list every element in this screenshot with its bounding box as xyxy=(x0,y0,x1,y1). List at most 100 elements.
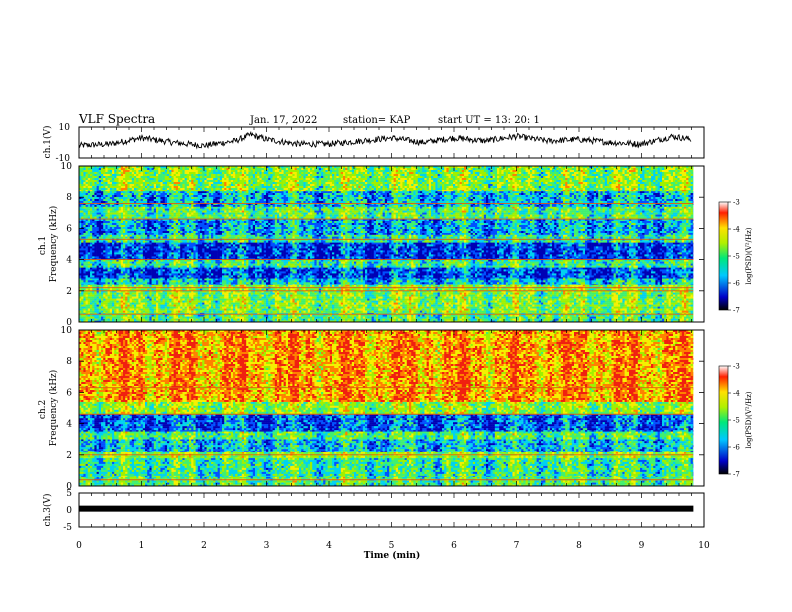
ch1-spectrogram-cell xyxy=(167,315,170,317)
ch1-spectrogram-cell xyxy=(677,301,680,303)
ch1-spectrogram-cell xyxy=(671,285,674,287)
ch1-spectrogram-cell xyxy=(358,285,361,287)
ch1-spectrogram-cell xyxy=(108,297,111,299)
ch1-spectrogram-cell xyxy=(563,319,566,321)
ch1-spectrogram-cell xyxy=(506,295,509,297)
ch1-spectrogram-cell xyxy=(508,297,511,299)
ch1-spectrogram-cell xyxy=(372,301,375,303)
ch1-spectrogram-cell xyxy=(460,317,463,319)
ch1-spectrogram-cell xyxy=(523,285,526,287)
ch1-spectrogram-cell xyxy=(636,297,639,299)
ch1-spectrogram-cell xyxy=(647,293,650,295)
ch1-spectrogram-cell xyxy=(165,317,168,319)
ch1-spectrogram-cell xyxy=(127,297,129,299)
ch1-spectrogram-cell xyxy=(592,317,595,319)
ch1-spectrogram-cell xyxy=(457,317,460,319)
ch1-spectrogram-cell xyxy=(504,293,507,295)
ch1-spectrogram-cell xyxy=(389,295,392,297)
ch1-spectrogram-cell xyxy=(471,317,474,319)
ch1-spectrogram-cell xyxy=(132,319,135,321)
ch1-spectrogram-cell xyxy=(653,299,656,301)
ch1-spectrogram-cell xyxy=(248,315,251,317)
ch1-spectrogram-cell xyxy=(510,297,513,299)
ch1-spectrogram-cell xyxy=(332,297,335,299)
ch1-spectrogram-cell xyxy=(501,297,504,299)
ch1-spectrogram-cell xyxy=(347,299,350,301)
ch1-spectrogram-cell xyxy=(127,301,129,303)
ch1-spectrogram-cell xyxy=(191,295,194,297)
ch1-spectrogram-cell xyxy=(594,301,597,303)
ch1-spectrogram-cell xyxy=(310,285,313,287)
ch1-spectrogram-cell xyxy=(682,303,685,305)
ch1-spectrogram-cell xyxy=(86,305,89,307)
ch1-spectrogram-cell xyxy=(251,295,254,297)
ch1-spectrogram-cell xyxy=(363,317,366,319)
ch1-spectrogram-cell xyxy=(372,319,375,321)
ch1-spectrogram-cell xyxy=(475,295,478,297)
ch1-spectrogram-cell xyxy=(237,285,240,287)
ch1-spectrogram-cell xyxy=(570,299,573,301)
ch1-spectrogram-cell xyxy=(515,293,518,295)
ch1-spectrogram-cell xyxy=(81,297,84,299)
ch1-spectrogram-cell xyxy=(345,297,348,299)
ch1-spectrogram-cell xyxy=(493,293,496,295)
ch1-spectrogram-cell xyxy=(325,297,328,299)
ch1-spectrogram-cell xyxy=(550,299,553,301)
ch1-spectrogram-cell xyxy=(160,293,163,295)
ch1-spectrogram-cell xyxy=(424,315,427,317)
ch1-spectrogram-cell xyxy=(400,303,403,305)
ch1-spectrogram-cell xyxy=(367,299,370,301)
ch1-spectrogram-cell xyxy=(325,315,328,317)
ch1-spectrogram-cell xyxy=(235,303,238,305)
ch1-spectrogram-cell xyxy=(325,301,328,303)
ch1-spectrogram-cell xyxy=(149,293,152,295)
ch1-spectrogram-cell xyxy=(336,297,339,299)
ch1-spectrogram-cell xyxy=(596,293,599,295)
ch1-spectrogram-cell xyxy=(495,293,498,295)
ch1-spectrogram-cell xyxy=(471,315,474,317)
ch1-spectrogram-cell xyxy=(266,301,269,303)
ch1-spectrogram-cell xyxy=(156,299,159,301)
ch1-spectrogram-cell xyxy=(295,315,298,317)
ch1-spectrogram-cell xyxy=(631,297,634,299)
ch1-spectrogram-cell xyxy=(501,293,504,295)
ch1-spectrogram-cell xyxy=(306,299,309,301)
ch1-spectrogram-cell xyxy=(253,303,256,305)
ch1-spectrogram-cell xyxy=(460,293,463,295)
ch1-spectrogram-cell xyxy=(246,303,249,305)
ch1-spectrogram-cell xyxy=(222,297,225,299)
ch1-spectrogram-cell xyxy=(218,295,221,297)
ch1-spectrogram-cell xyxy=(103,293,106,295)
ch1-spectrogram-cell xyxy=(251,297,254,299)
ch1-spectrogram-cell xyxy=(420,301,423,303)
ch1-spectrogram-cell xyxy=(413,315,416,317)
ch1-spectrogram-cell xyxy=(211,299,214,301)
ch1-spectrogram-cell xyxy=(407,295,410,297)
ch1-spectrogram-cell xyxy=(385,319,388,321)
ch1-spectrogram-cell xyxy=(607,319,610,321)
ch1-spectrogram-cell xyxy=(176,301,179,303)
ch1-spectrogram-cell xyxy=(517,295,520,297)
ch1-spectrogram-cell xyxy=(475,315,478,317)
ch1-spectrogram-cell xyxy=(457,293,460,295)
ch1-spectrogram-cell xyxy=(427,303,430,305)
ch1-spectrogram-cell xyxy=(86,301,89,303)
ch1-spectrogram-cell xyxy=(627,285,630,287)
ch1-spectrogram-cell xyxy=(94,305,97,307)
ch1-spectrogram-cell xyxy=(475,293,478,295)
ch1-spectrogram-cell xyxy=(187,285,190,287)
ch1-spectrogram-cell xyxy=(240,299,243,301)
ch1-spectrogram-cell xyxy=(521,285,524,287)
ch1-spectrogram-cell xyxy=(592,299,595,301)
ch1-spectrogram-cell xyxy=(345,285,348,287)
ch1-spectrogram-cell xyxy=(306,297,309,299)
ch1-spectrogram-cell xyxy=(512,301,515,303)
ch1-spectrogram-cell xyxy=(688,303,691,305)
ch1-spectrogram-cell xyxy=(134,319,137,321)
ch1-spectrogram-cell xyxy=(418,285,421,287)
ch1-spectrogram-cell xyxy=(653,315,656,317)
ch1-spectrogram-cell xyxy=(402,303,405,305)
ch1-spectrogram-cell xyxy=(169,301,172,303)
ch1-spectrogram-cell xyxy=(583,303,586,305)
ch1-spectrogram-cell xyxy=(204,293,207,295)
